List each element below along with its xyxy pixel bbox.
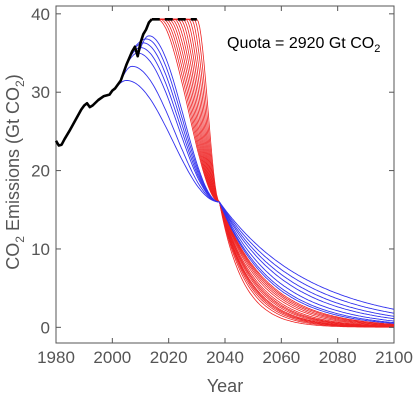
x-tick-label: 2080 <box>319 348 357 367</box>
blue-series-line <box>126 53 394 316</box>
ticks-layer: 1980 2000 2020 2040 2060 2080 2100 0 10 20 30 40 <box>31 5 413 367</box>
red-series-line <box>152 19 394 326</box>
red-series-line <box>152 19 394 327</box>
y-tick-label: 0 <box>41 318 50 337</box>
y-tick-label: 10 <box>31 240 50 259</box>
red-series-line <box>152 19 394 325</box>
red-series-line <box>152 19 394 325</box>
red-series-line <box>152 19 394 326</box>
red-series-line <box>152 19 394 326</box>
series-layer <box>56 19 394 327</box>
x-tick-label: 2100 <box>375 348 413 367</box>
x-tick-label: 2040 <box>206 348 244 367</box>
x-tick-label: 2000 <box>93 348 131 367</box>
red-series-line <box>152 19 394 326</box>
x-tick-label: 2020 <box>150 348 188 367</box>
quota-annotation: Quota = 2920 Gt CO2 <box>227 35 380 55</box>
plot-frame <box>56 6 394 343</box>
red-series-line <box>152 19 394 327</box>
y-axis-title: CO2 Emissions (Gt CO2) <box>3 74 27 269</box>
x-axis-title: Year <box>207 376 243 396</box>
y-tick-label: 20 <box>31 162 50 181</box>
red-series-line <box>152 19 394 327</box>
x-tick-label: 2060 <box>262 348 300 367</box>
x-tick-label: 1980 <box>37 348 75 367</box>
red-series-line <box>152 19 394 326</box>
y-tick-label: 30 <box>31 83 50 102</box>
historical-line <box>56 19 152 145</box>
y-tick-label: 40 <box>31 5 50 24</box>
